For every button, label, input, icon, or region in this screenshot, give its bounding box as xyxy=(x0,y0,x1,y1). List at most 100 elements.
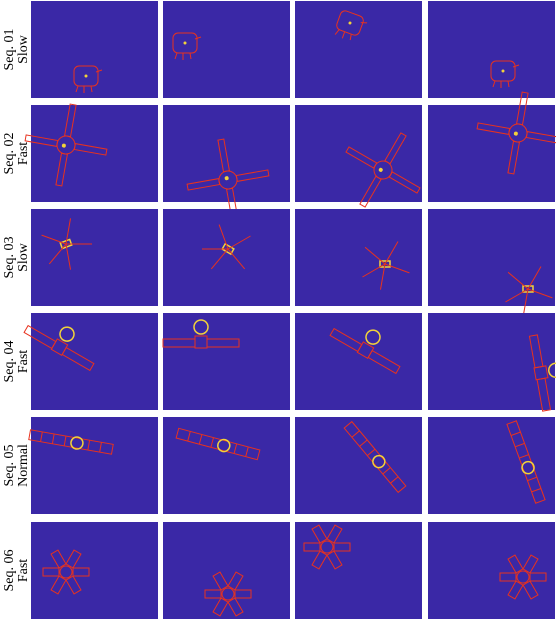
event-frame xyxy=(163,313,290,410)
satellite-arm xyxy=(218,224,229,250)
satellite-petal xyxy=(507,580,524,600)
satellite-body xyxy=(70,436,84,450)
satellite-dish xyxy=(193,319,209,335)
satellite-petal xyxy=(65,575,82,595)
satellite-arm xyxy=(505,288,529,303)
panel-divider xyxy=(390,476,399,484)
satellite-detail xyxy=(378,167,383,172)
panel-divider xyxy=(63,435,67,446)
row-sequence-label: Seq. 04 xyxy=(2,341,17,383)
satellite-petal xyxy=(311,524,328,544)
satellite-body xyxy=(59,565,73,579)
satellite-detail xyxy=(513,131,518,136)
satellite-body xyxy=(320,540,334,554)
solar-panel xyxy=(206,338,240,348)
satellite-petal xyxy=(326,550,343,570)
event-frame xyxy=(31,1,158,98)
satellite-arm xyxy=(507,140,520,175)
event-frame xyxy=(295,522,422,619)
event-frame xyxy=(31,209,158,306)
satellite-petal xyxy=(42,567,60,577)
satellite-arm xyxy=(48,243,67,265)
satellite-arm xyxy=(476,122,511,135)
event-frame xyxy=(31,417,158,514)
solar-panel xyxy=(506,420,546,504)
event-frame xyxy=(428,417,555,514)
event-frame xyxy=(295,417,422,514)
satellite xyxy=(202,224,251,270)
satellite xyxy=(334,10,368,41)
satellite-arm xyxy=(516,91,529,126)
satellite-arm xyxy=(227,248,246,270)
satellite-arm xyxy=(55,152,68,187)
solar-panel xyxy=(23,324,57,350)
row-speed-label: Fast xyxy=(16,559,31,582)
panel-divider xyxy=(382,467,391,475)
solar-panel xyxy=(175,427,261,461)
satellite-arm xyxy=(527,266,542,290)
satellite-arm xyxy=(364,246,386,265)
satellite-leg xyxy=(90,85,93,93)
satellite xyxy=(329,327,401,375)
event-frame xyxy=(163,1,290,98)
satellite xyxy=(499,554,547,600)
satellite xyxy=(73,65,103,93)
event-frame xyxy=(163,417,290,514)
satellite-detail xyxy=(224,176,229,181)
row-sequence-label: Seq. 01 xyxy=(2,29,17,71)
satellite-arm xyxy=(345,146,378,169)
satellite-petal xyxy=(522,554,539,574)
satellite-petal xyxy=(72,567,90,577)
satellite-body xyxy=(522,285,534,293)
satellite-body xyxy=(73,65,99,87)
satellite-arm xyxy=(73,143,108,156)
satellite-body xyxy=(59,238,73,250)
satellite xyxy=(175,427,261,461)
satellite xyxy=(23,324,95,372)
satellite xyxy=(528,334,556,412)
solar-panel xyxy=(61,346,95,372)
satellite xyxy=(41,218,92,270)
satellite-leg xyxy=(360,22,368,24)
satellite-leg xyxy=(341,31,346,39)
satellite-body xyxy=(379,260,391,268)
satellite xyxy=(162,319,240,349)
satellite-petal xyxy=(212,571,229,591)
row-sequence-label: Seq. 05 xyxy=(2,445,17,487)
satellite-body xyxy=(172,32,198,54)
satellite-dish xyxy=(59,326,75,342)
satellite-arm xyxy=(64,103,77,138)
satellite-arm xyxy=(24,134,59,147)
satellite xyxy=(506,420,546,504)
satellite-petal xyxy=(303,542,321,552)
satellite-arm xyxy=(186,178,221,191)
row-sequence-label: Seq. 03 xyxy=(2,237,17,279)
satellite xyxy=(343,420,407,494)
row-sequence-label: Seq. 06 xyxy=(2,550,17,592)
satellite-detail xyxy=(348,21,352,25)
satellite xyxy=(303,524,351,570)
satellite-body xyxy=(490,60,516,82)
satellite-petal xyxy=(529,572,547,582)
satellite-arm xyxy=(384,132,407,165)
satellite xyxy=(28,429,114,455)
panel-divider xyxy=(519,454,529,459)
satellite-body xyxy=(521,460,535,475)
row-speed-label: Fast xyxy=(16,350,31,373)
row-speed-label: Slow xyxy=(16,34,31,64)
panel-divider xyxy=(514,442,525,448)
satellite-petal xyxy=(50,549,67,569)
event-frame xyxy=(428,313,555,410)
event-frame xyxy=(428,522,555,619)
solar-panel xyxy=(28,429,114,455)
satellite-detail xyxy=(61,143,66,148)
solar-panel xyxy=(536,377,552,412)
satellite-detail xyxy=(501,69,505,73)
satellite-petal xyxy=(522,580,539,600)
satellite-leg xyxy=(512,64,520,68)
satellite-petal xyxy=(499,572,517,582)
solar-panel xyxy=(329,327,363,353)
row-sequence-label: Seq. 02 xyxy=(2,133,17,175)
satellite-arm xyxy=(65,243,72,270)
panel-divider xyxy=(198,434,203,445)
